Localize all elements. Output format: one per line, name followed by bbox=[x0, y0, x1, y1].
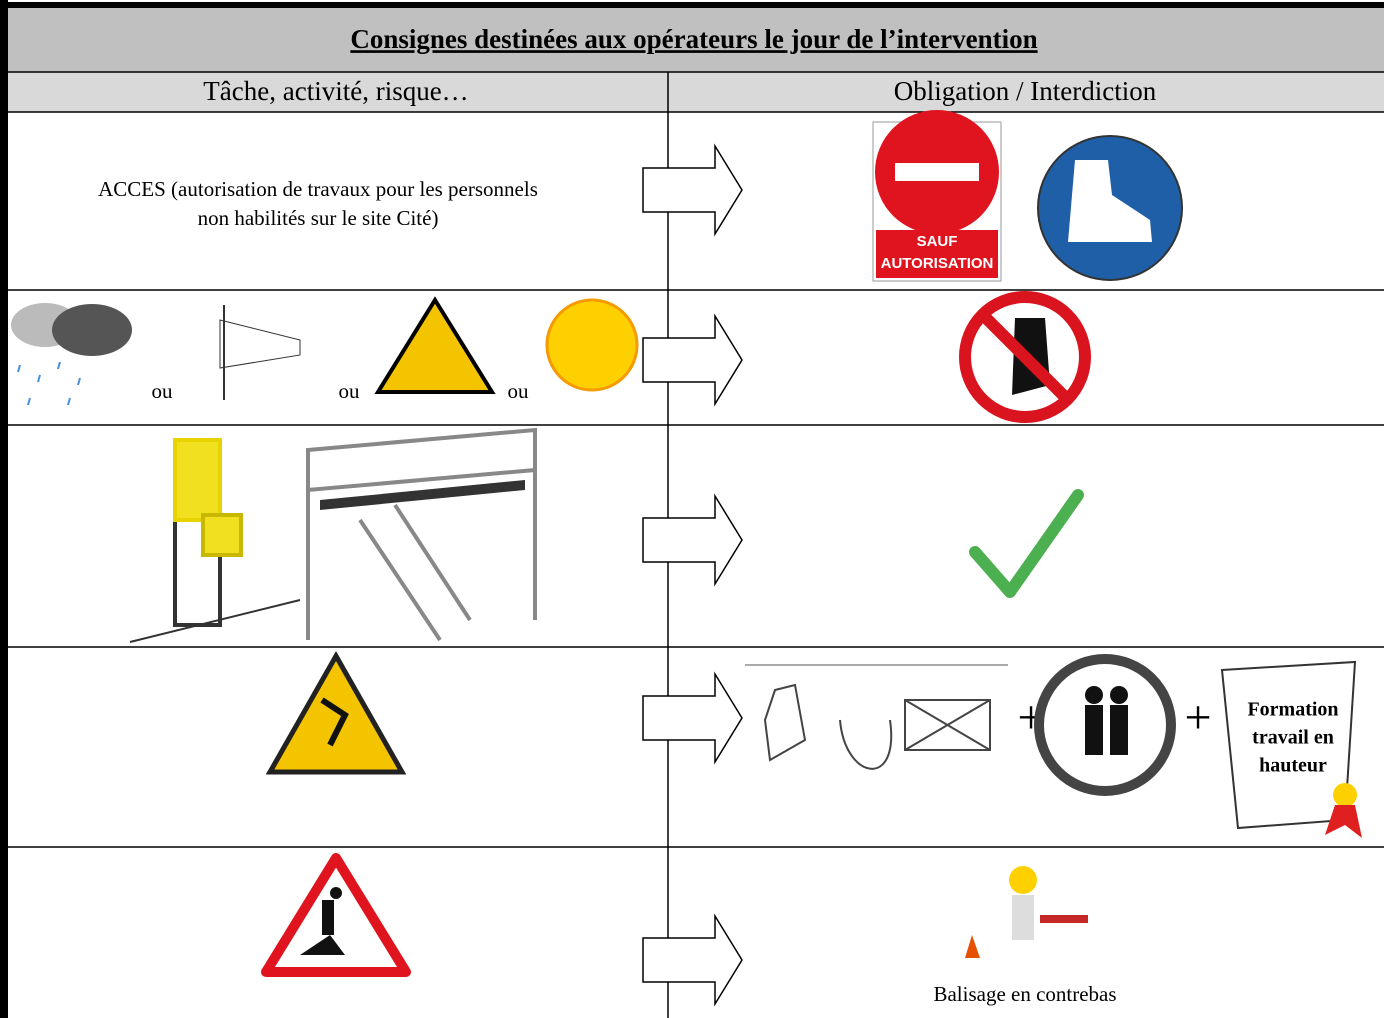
weather-icons-part-part bbox=[67, 397, 71, 406]
ladder-platform bbox=[129, 427, 537, 643]
weather-icons-part bbox=[219, 319, 301, 369]
worker-barrier-icon bbox=[965, 866, 1088, 958]
no-entry-sign-part bbox=[895, 163, 979, 181]
arrows-part bbox=[642, 313, 743, 407]
arrows-part bbox=[642, 493, 743, 587]
weather-icons-part bbox=[17, 361, 81, 406]
certificate-scroll-part bbox=[1333, 783, 1357, 807]
certificate-scroll bbox=[1220, 660, 1362, 838]
worker-barrier-icon-part bbox=[1009, 866, 1037, 894]
two-persons-sign-part bbox=[1110, 686, 1128, 704]
separator: ou bbox=[339, 379, 361, 403]
weather-icons-part-part bbox=[27, 397, 31, 406]
task-text: ACCES (autorisation de travaux pour les … bbox=[98, 177, 538, 201]
separator: ou bbox=[508, 379, 530, 403]
table-frame-part bbox=[4, 6, 1384, 72]
harness-equipment-part bbox=[904, 699, 991, 751]
caption: Balisage en contrebas bbox=[933, 982, 1116, 1006]
sign-text: SAUF bbox=[917, 233, 958, 250]
checkmark bbox=[969, 489, 1084, 598]
safety-boots-sign bbox=[1037, 135, 1183, 281]
no-access-sign-part bbox=[977, 309, 1073, 405]
weather-icons-part bbox=[52, 304, 132, 356]
weather-icons-part-part bbox=[17, 364, 21, 373]
weather-icons-part-part bbox=[37, 374, 41, 383]
two-persons-sign-part bbox=[1110, 705, 1128, 755]
worker-barrier-icon-part bbox=[1012, 895, 1034, 940]
task-text: non habilités sur le site Cité) bbox=[198, 206, 439, 230]
ladder-platform-part bbox=[129, 599, 301, 643]
title: Consignes destinées aux opérateurs le jo… bbox=[350, 24, 1037, 54]
no-access-sign bbox=[959, 291, 1091, 423]
ladder-platform-part bbox=[201, 513, 243, 557]
arrows-part bbox=[642, 913, 743, 1007]
fall-warning-sign-part bbox=[265, 650, 407, 775]
fall-warning-sign-part bbox=[320, 697, 349, 747]
arrows-part bbox=[642, 671, 743, 765]
no-entry-sign bbox=[872, 110, 1002, 282]
two-persons-sign-part bbox=[1034, 654, 1176, 796]
weather-icons-part-part bbox=[77, 377, 81, 386]
ladder-platform-part bbox=[173, 438, 222, 522]
fall-warning-sign bbox=[265, 650, 407, 775]
two-persons-sign-part bbox=[1085, 705, 1103, 755]
weather-icons-part-part bbox=[57, 361, 61, 370]
arrows bbox=[642, 143, 743, 1007]
weather-icons bbox=[11, 296, 639, 406]
weather-icons-part bbox=[545, 298, 639, 392]
sign-text: AUTORISATION bbox=[881, 255, 994, 272]
roadworks-sign-part bbox=[300, 935, 345, 955]
ladder-platform-part bbox=[358, 503, 472, 642]
separator: ou bbox=[152, 379, 174, 403]
worker-barrier-icon-part bbox=[965, 935, 980, 958]
weather-icons-part bbox=[374, 296, 496, 394]
two-persons-sign-part bbox=[1085, 686, 1103, 704]
harness-equipment bbox=[745, 664, 1008, 770]
harness-equipment-part bbox=[763, 683, 807, 762]
column-header: Tâche, activité, risque… bbox=[203, 76, 468, 106]
roadworks-sign-part bbox=[322, 900, 334, 935]
plus-sign: + bbox=[1184, 691, 1211, 744]
roadworks-sign bbox=[261, 853, 411, 977]
two-persons-sign bbox=[1034, 654, 1176, 796]
scroll-text: hauteur bbox=[1259, 755, 1327, 777]
certificate-scroll-part bbox=[1325, 805, 1362, 838]
harness-equipment-part bbox=[904, 699, 991, 751]
harness-equipment-part bbox=[839, 719, 893, 770]
column-header: Obligation / Interdiction bbox=[894, 76, 1157, 106]
table-frame-part bbox=[4, 72, 1384, 112]
worker-barrier-icon-part bbox=[1040, 915, 1088, 923]
scroll-text: travail en bbox=[1252, 727, 1334, 749]
safety-boots-sign-part bbox=[1068, 160, 1152, 242]
ladder-platform-part bbox=[320, 480, 525, 510]
roadworks-sign-part bbox=[261, 853, 411, 977]
roadworks-sign-part bbox=[330, 887, 342, 899]
arrows-part bbox=[642, 143, 743, 237]
no-entry-sign-part bbox=[876, 230, 998, 278]
scroll-text: Formation bbox=[1247, 699, 1338, 721]
